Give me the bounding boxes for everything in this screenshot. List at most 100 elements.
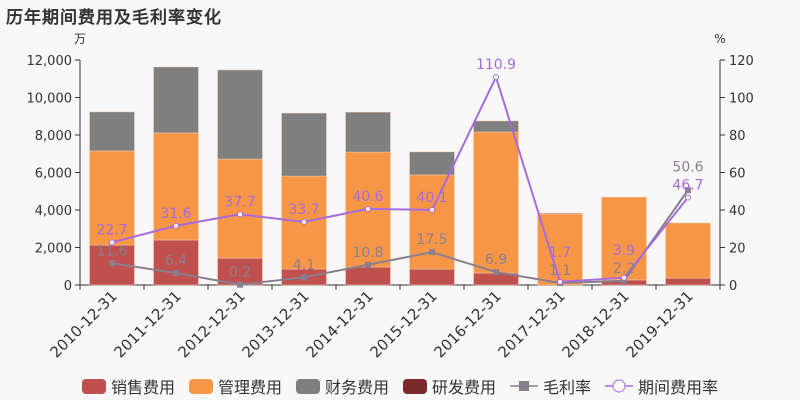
left-tick-label: 12,000 — [27, 54, 73, 69]
left-tick-label: 4,000 — [35, 204, 72, 219]
right-tick-label: 40 — [729, 204, 746, 219]
data-label-毛利率: 4.1 — [293, 257, 315, 273]
point-期间费用率 — [237, 211, 243, 218]
point-期间费用率 — [109, 239, 115, 246]
data-label-毛利率: 50.6 — [672, 159, 703, 175]
x-tick-label: 2014-12-31 — [302, 287, 376, 361]
left-tick-label: 2,000 — [35, 242, 72, 257]
right-axis-unit: % — [714, 32, 725, 46]
bar-管理费用 — [601, 196, 647, 281]
data-label-毛利率: 0.2 — [229, 265, 251, 281]
right-tick-label: 80 — [729, 129, 746, 144]
right-tick-label: 0 — [729, 279, 737, 294]
legend-label: 研发费用 — [432, 378, 497, 397]
legend-line-icon — [605, 379, 634, 393]
legend-item[interactable]: 毛利率 — [510, 374, 591, 398]
data-label-毛利率: 17.5 — [416, 232, 447, 248]
data-label-期间费用率: 33.7 — [288, 202, 319, 218]
data-label-毛利率: 10.8 — [352, 245, 383, 261]
data-label-期间费用率: 22.7 — [96, 222, 127, 238]
right-tick-label: 120 — [729, 54, 754, 69]
data-label-期间费用率: 46.7 — [672, 177, 703, 193]
point-期间费用率 — [685, 194, 691, 201]
bar-销售费用 — [665, 277, 711, 286]
point-毛利率 — [301, 274, 307, 281]
bar-财务费用 — [153, 66, 199, 134]
point-毛利率 — [621, 277, 627, 284]
right-tick-label: 20 — [729, 242, 746, 257]
left-tick-label: 8,000 — [35, 129, 72, 144]
x-tick-label: 2015-12-31 — [366, 287, 440, 361]
legend-item[interactable]: 管理费用 — [188, 374, 282, 398]
bar-财务费用 — [217, 69, 263, 160]
right-tick-label: 100 — [729, 92, 754, 107]
bar-财务费用 — [89, 111, 135, 152]
bar-销售费用 — [217, 257, 263, 286]
x-tick-label: 2019-12-31 — [622, 287, 696, 361]
chart-title: 历年期间费用及毛利率变化 — [6, 8, 222, 28]
legend-label: 财务费用 — [324, 378, 389, 397]
point-毛利率 — [109, 260, 115, 267]
bar-财务费用 — [537, 212, 583, 215]
x-tick-label: 2017-12-31 — [494, 287, 568, 361]
x-tick-label: 2011-12-31 — [110, 287, 184, 361]
bar-财务费用 — [345, 111, 391, 153]
point-毛利率 — [685, 187, 691, 194]
x-tick-label: 2016-12-31 — [430, 287, 504, 361]
data-label-期间费用率: 31.6 — [160, 206, 191, 222]
bar-销售费用 — [153, 239, 199, 286]
data-label-期间费用率: 37.7 — [224, 194, 255, 210]
point-期间费用率 — [493, 74, 499, 81]
point-毛利率 — [173, 270, 179, 276]
bar-管理费用 — [217, 158, 263, 259]
legend-swatch — [188, 378, 213, 394]
point-毛利率 — [237, 281, 243, 288]
point-期间费用率 — [557, 278, 563, 285]
legend-label: 期间费用率 — [638, 378, 719, 397]
x-tick-label: 2013-12-31 — [238, 287, 312, 361]
legend-label: 管理费用 — [217, 378, 282, 397]
data-label-期间费用率: 40.6 — [352, 189, 383, 205]
left-tick-label: 10,000 — [27, 92, 73, 107]
legend-label: 毛利率 — [543, 378, 592, 397]
x-tick-label: 2012-12-31 — [174, 287, 248, 361]
data-label-毛利率: 2.2 — [613, 261, 635, 277]
legend-item[interactable]: 财务费用 — [295, 374, 389, 398]
bar-销售费用 — [409, 268, 455, 286]
legend-item[interactable]: 销售费用 — [81, 374, 175, 398]
point-毛利率 — [429, 249, 435, 256]
point-毛利率 — [365, 261, 371, 268]
data-label-毛利率: 6.4 — [165, 253, 187, 269]
legend-swatch — [81, 378, 106, 394]
line-毛利率 — [111, 189, 689, 286]
legend-item[interactable]: 研发费用 — [403, 374, 496, 398]
point-期间费用率 — [365, 205, 371, 212]
legend-item[interactable]: 期间费用率 — [605, 374, 718, 398]
data-label-毛利率: 6.9 — [485, 252, 507, 268]
left-axis-unit: 万 — [74, 32, 86, 46]
point-期间费用率 — [621, 274, 627, 281]
bar-销售费用 — [345, 266, 391, 286]
point-期间费用率 — [429, 206, 435, 213]
line-期间费用率 — [111, 74, 689, 283]
bar-财务费用 — [409, 151, 455, 176]
legend-label: 销售费用 — [110, 378, 175, 397]
right-tick-label: 60 — [729, 167, 746, 182]
x-tick-label: 2010-12-31 — [46, 287, 120, 361]
point-期间费用率 — [301, 218, 307, 225]
bar-财务费用 — [281, 112, 327, 177]
legend-swatch — [295, 378, 320, 394]
left-tick-label: 0 — [64, 279, 72, 294]
left-tick-label: 6,000 — [35, 167, 72, 182]
bar-管理费用 — [665, 222, 711, 279]
legend-line-icon — [510, 381, 539, 391]
data-label-毛利率: 11.6 — [96, 243, 127, 259]
x-tick-label: 2018-12-31 — [558, 287, 632, 361]
legend: 销售费用 管理费用 财务费用 研发费用 毛利率 期间费用率 — [0, 374, 800, 398]
point-毛利率 — [493, 269, 499, 276]
legend-swatch — [403, 378, 427, 394]
data-label-期间费用率: 40.1 — [416, 190, 447, 206]
point-期间费用率 — [173, 222, 179, 229]
